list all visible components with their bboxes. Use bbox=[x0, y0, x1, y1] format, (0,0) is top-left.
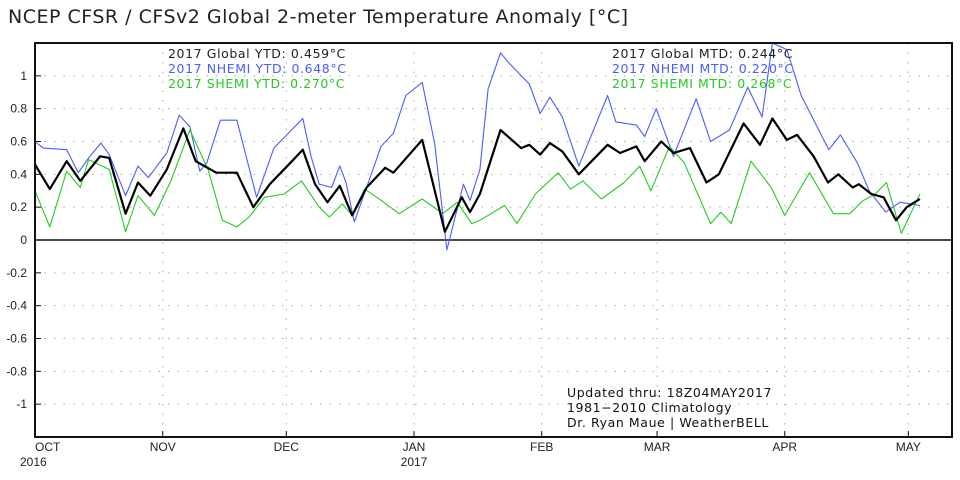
legend-mtd-entry: 2017 SHEMI MTD: 0.268°C bbox=[612, 76, 792, 91]
legend-mtd-entry: 2017 NHEMI MTD: 0.220°C bbox=[612, 61, 794, 76]
annotation-line: Updated thru: 18Z04MAY2017 bbox=[567, 385, 772, 400]
legend-ytd-entry: 2017 Global YTD: 0.459°C bbox=[168, 46, 346, 61]
y-tick-label: 0.4 bbox=[10, 167, 27, 181]
series-lines bbox=[34, 42, 921, 251]
chart-title: NCEP CFSR / CFSv2 Global 2-meter Tempera… bbox=[8, 6, 629, 28]
y-tick-label: -0.4 bbox=[6, 299, 27, 313]
x-tick-label: MAR bbox=[644, 440, 671, 454]
y-tick-label: -0.8 bbox=[6, 364, 27, 378]
x-tick-label: FEB bbox=[530, 440, 553, 454]
x-tick-year: 2017 bbox=[401, 455, 428, 469]
y-tick-label: 0.2 bbox=[10, 200, 27, 214]
y-tick-label: -0.2 bbox=[6, 266, 27, 280]
y-tick-label: 1 bbox=[20, 69, 27, 83]
legend-ytd-entry: 2017 NHEMI YTD: 0.648°C bbox=[168, 61, 347, 76]
y-tick-label: -1 bbox=[16, 397, 27, 411]
x-tick-label: MAY bbox=[896, 440, 921, 454]
x-tick-year: 2016 bbox=[20, 455, 47, 469]
plot-frame bbox=[34, 42, 953, 438]
x-tick-label: NOV bbox=[150, 440, 176, 454]
legend-mtd-entry: 2017 Global MTD: 0.244°C bbox=[612, 46, 793, 61]
y-tick-label: 0 bbox=[20, 233, 27, 247]
y-tick-label: -0.6 bbox=[6, 332, 27, 346]
annotation-line: 1981−2010 Climatology bbox=[567, 400, 732, 415]
x-tick-label: DEC bbox=[274, 440, 300, 454]
x-tick-label: JAN bbox=[403, 440, 426, 454]
y-tick-label: 0.6 bbox=[10, 135, 27, 149]
series-line-nhemi bbox=[34, 42, 920, 251]
y-tick-label: 0.8 bbox=[10, 102, 27, 116]
legend-ytd-entry: 2017 SHEMI YTD: 0.270°C bbox=[168, 76, 345, 91]
annotation-line: Dr. Ryan Maue | WeatherBELL bbox=[567, 415, 769, 430]
series-line-shemi bbox=[34, 129, 921, 234]
x-tick-label: OCT bbox=[35, 440, 61, 454]
x-tick-label: APR bbox=[772, 440, 797, 454]
series-line-global bbox=[34, 117, 921, 233]
